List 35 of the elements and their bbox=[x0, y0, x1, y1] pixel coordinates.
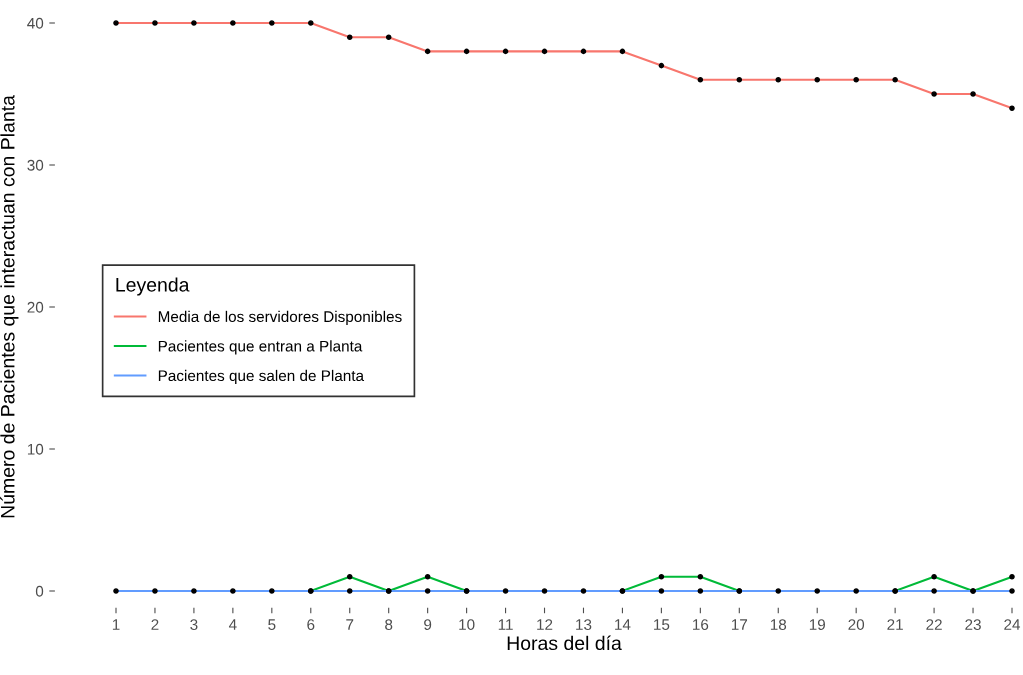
legend-label: Media de los servidores Disponibles bbox=[158, 310, 402, 326]
x-tick-label: 5 bbox=[268, 619, 276, 630]
x-tick-label: 24 bbox=[1004, 619, 1021, 630]
x-tick-label: 10 bbox=[459, 619, 475, 630]
x-tick-label: 14 bbox=[615, 619, 631, 630]
x-tick-label: 21 bbox=[887, 619, 903, 630]
x-tick-label: 4 bbox=[228, 619, 237, 630]
x-tick-label: 15 bbox=[654, 619, 670, 630]
x-tick-label: 22 bbox=[926, 619, 942, 630]
legend-label: Pacientes que entran a Planta bbox=[158, 340, 363, 355]
x-tick-label: 17 bbox=[731, 619, 748, 630]
x-tick-label: 18 bbox=[770, 619, 787, 630]
x-tick-label: 12 bbox=[537, 619, 553, 630]
x-tick-label: 7 bbox=[346, 619, 354, 630]
y-tick-label: 10 bbox=[27, 443, 44, 455]
y-tick-label: 20 bbox=[27, 301, 44, 313]
y-axis-title: Número de Pacientes que interactuan con Planta bbox=[0, 95, 19, 518]
y-tick-label: 0 bbox=[35, 585, 44, 597]
x-tick-label: 3 bbox=[190, 619, 198, 630]
y-tick-label: 30 bbox=[27, 159, 44, 171]
x-tick-label: 8 bbox=[385, 619, 393, 630]
x-tick-label: 16 bbox=[693, 619, 709, 630]
x-tick-label: 13 bbox=[576, 619, 592, 630]
legend-title: Leyenda bbox=[116, 277, 190, 296]
x-tick-label: 19 bbox=[809, 619, 825, 630]
x-tick-label: 1 bbox=[112, 619, 120, 630]
x-tick-label: 9 bbox=[424, 619, 432, 630]
legend-label: Pacientes que salen de Planta bbox=[158, 369, 365, 385]
x-axis-title: Horas del día bbox=[507, 635, 622, 651]
x-tick-label: 20 bbox=[848, 619, 865, 630]
y-tick-label: 40 bbox=[27, 17, 44, 29]
x-tick-label: 2 bbox=[151, 619, 159, 630]
x-tick-label: 11 bbox=[498, 619, 513, 630]
x-tick-label: 23 bbox=[965, 619, 981, 630]
x-tick-label: 6 bbox=[307, 619, 315, 630]
